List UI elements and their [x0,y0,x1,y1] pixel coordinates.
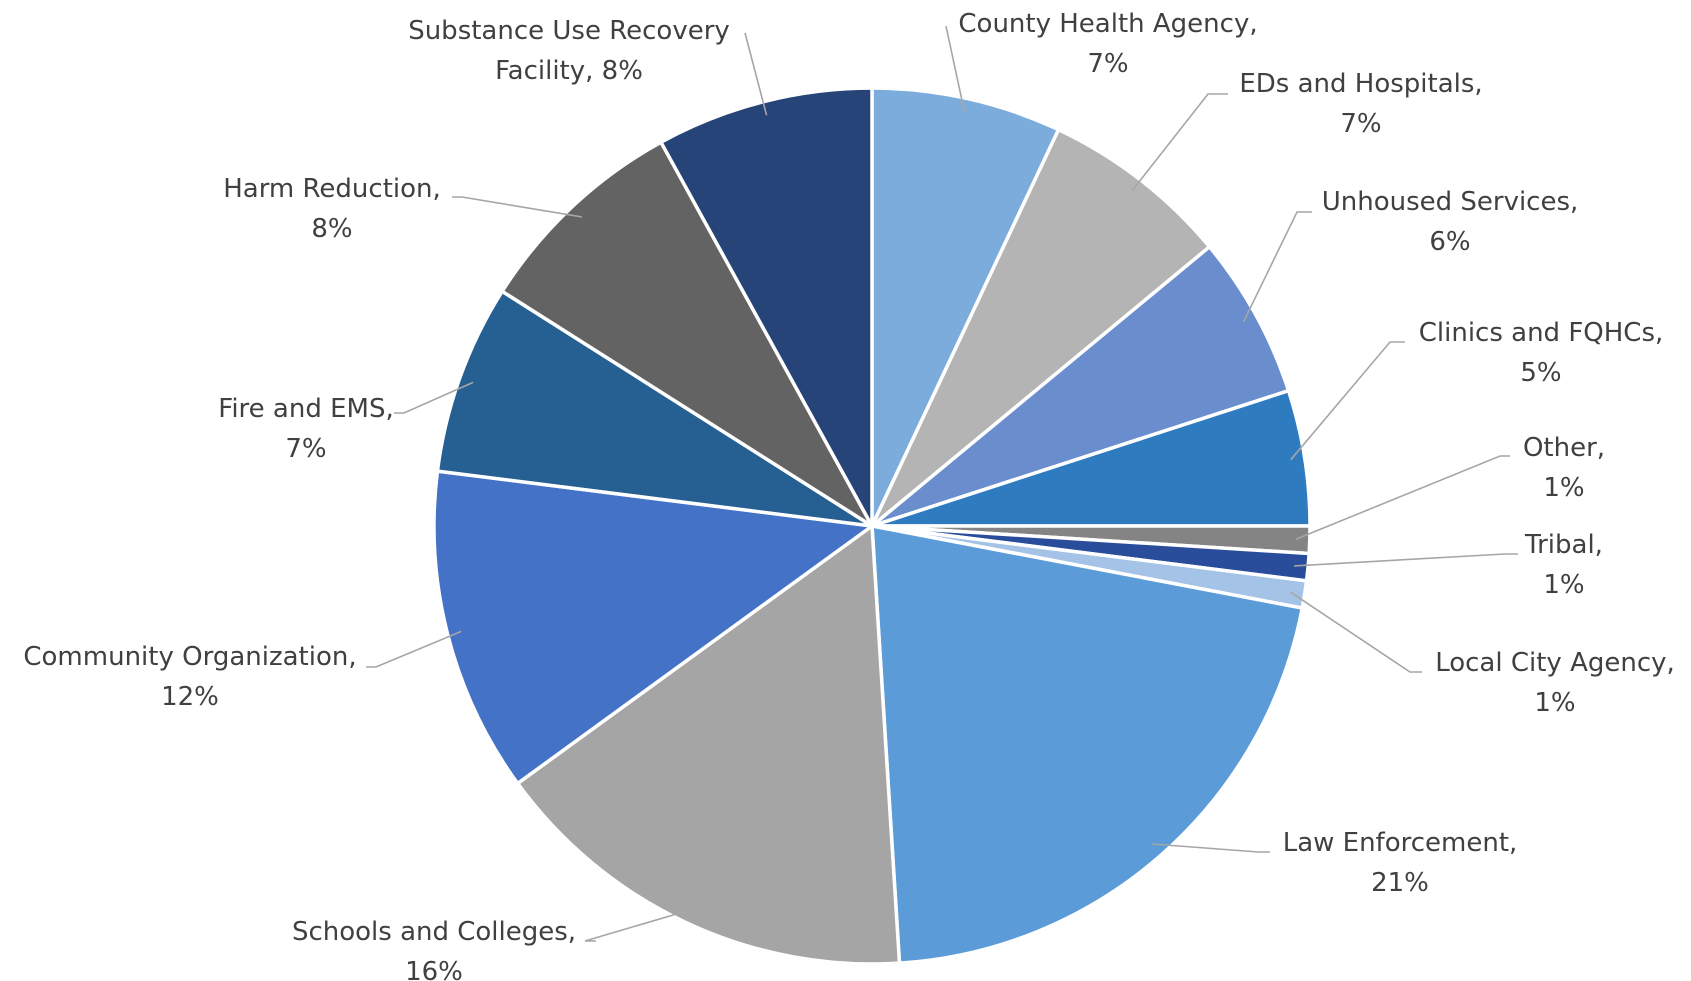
leader-line-community-organization [366,630,462,668]
data-label-line: 16% [405,957,463,981]
leader-line-schools-and-colleges [584,908,692,942]
data-label-line: Local City Agency, [1435,648,1675,678]
data-label-line: EDs and Hospitals, [1239,69,1482,99]
data-label-clinics-and-fqhcs: Clinics and FQHCs, 5% [1419,318,1664,388]
pie-slice-county-health-agency [870,86,1061,528]
data-label-line: 5% [1520,358,1561,388]
data-label-line: Community Organization, [23,642,356,672]
data-label-line: 6% [1429,227,1470,257]
data-label-line: 7% [1087,49,1128,79]
pie-slice-schools-and-colleges [515,524,902,966]
data-label-schools-and-colleges: Schools and Colleges, 16% [292,917,576,981]
data-label-line: 1% [1543,570,1584,600]
data-label-other: Other, 1% [1523,433,1605,503]
data-label-county-health-agency: County Health Agency, 7% [958,9,1257,79]
data-label-harm-reduction: Harm Reduction, 8% [223,174,441,244]
leader-lines-layer [366,25,1518,942]
slices-layer [432,86,1312,966]
data-label-line: 8% [311,214,352,244]
pie-slice-unhoused-services [870,245,1291,528]
data-label-tribal: Tribal, 1% [1524,530,1603,600]
leader-line-local-city-agency [1290,591,1422,673]
data-label-line: County Health Agency, [958,9,1257,39]
data-label-line: Fire and EMS, [218,394,393,424]
data-label-line: Other, [1523,433,1605,463]
pie-slice-law-enforcement [870,524,1304,965]
data-label-line: 21% [1371,868,1429,898]
data-label-line: 7% [1340,109,1381,139]
pie-slice-fire-and-ems [435,289,874,528]
data-label-unhoused-services: Unhoused Services, 6% [1322,187,1579,257]
data-label-line: Schools and Colleges, [292,917,576,947]
data-label-line: Tribal, [1524,530,1603,560]
data-label-substance-use-recovery-facility: Substance Use Recovery Facility, 8% [408,16,730,86]
pie-slice-community-organization [432,469,874,786]
data-label-law-enforcement: Law Enforcement, 21% [1283,828,1518,898]
data-label-line: Clinics and FQHCs, [1419,318,1664,348]
data-label-line: Substance Use Recovery [408,16,730,46]
data-label-line: 7% [285,434,326,464]
leader-line-unhoused-services [1242,211,1312,323]
leader-line-law-enforcement [1152,843,1270,853]
data-label-line: Harm Reduction, [223,174,441,204]
data-label-line: 1% [1543,473,1584,503]
data-label-fire-and-ems: Fire and EMS, 7% [218,394,393,464]
data-label-line: Unhoused Services, [1322,187,1579,217]
data-label-local-city-agency: Local City Agency, 1% [1435,648,1675,718]
data-label-line: 1% [1534,688,1575,718]
data-label-line: Law Enforcement, [1283,828,1518,858]
data-label-line: Facility, 8% [495,56,643,86]
data-label-eds-and-hospitals: EDs and Hospitals, 7% [1239,69,1482,139]
leader-line-eds-and-hospitals [1131,93,1228,192]
leader-line-substance-use-recovery-facility [744,32,768,116]
leader-line-county-health-agency [945,25,966,113]
leader-line-tribal [1294,553,1518,567]
leader-line-harm-reduction [452,196,582,218]
data-label-line: 12% [161,682,219,712]
data-label-community-organization: Community Organization, 12% [23,642,356,712]
leader-line-fire-and-ems [394,381,474,414]
data-labels-layer: County Health Agency, 7%EDs and Hospitals… [23,9,1674,981]
leader-line-clinics-and-fqhcs [1290,341,1405,461]
pie-slice-harm-reduction [500,140,874,528]
leader-line-other [1295,455,1510,541]
